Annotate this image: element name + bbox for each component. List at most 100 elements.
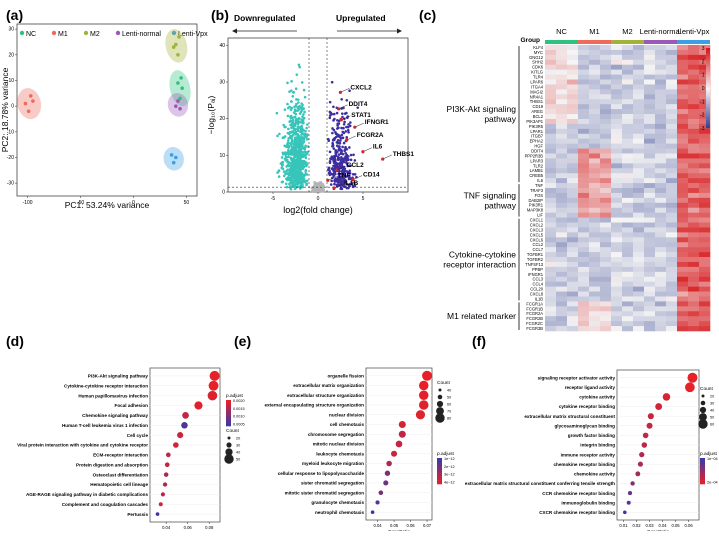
- heatmap-cell: [666, 188, 678, 194]
- color-legend-tick: 2e−12: [444, 465, 455, 469]
- ellipse-m1: [17, 88, 42, 120]
- label-leader-il1b: [334, 183, 344, 188]
- point-down: [293, 179, 297, 182]
- point-down: [299, 106, 303, 110]
- gene-label: TRAF3: [530, 188, 544, 193]
- heatmap-cell: [633, 163, 645, 169]
- heatmap-cell: [611, 212, 623, 218]
- heatmap-cell: [600, 202, 612, 209]
- pathway-label: M1 related marker: [447, 311, 516, 321]
- heatmap-cell: [578, 74, 590, 80]
- point-lenti-normal-1: [178, 106, 182, 111]
- colorbar-segment: [706, 104, 710, 107]
- point-down: [297, 117, 301, 120]
- point-up: [342, 131, 346, 135]
- heatmap-cell: [677, 242, 689, 248]
- point-down: [287, 150, 290, 154]
- heatmap-cell: [644, 168, 656, 174]
- term-dot: [662, 393, 671, 401]
- colorbar-segment: [706, 90, 710, 93]
- point-up: [340, 156, 343, 159]
- heatmap-cell: [600, 64, 612, 70]
- heatmap-cell: [578, 143, 590, 149]
- heatmap-cell: [589, 54, 601, 61]
- heatmap-cell: [611, 64, 623, 70]
- label-leader-thbs1: [383, 154, 392, 159]
- heatmap-cell: [688, 217, 700, 223]
- heatmap-cell: [699, 247, 711, 253]
- term-dot: [155, 512, 160, 516]
- term-label: Pertussis: [127, 512, 148, 517]
- point-down: [286, 168, 289, 171]
- heatmap-cell: [633, 45, 645, 51]
- point-down: [290, 135, 294, 138]
- size-legend-dot: [224, 454, 234, 464]
- point-ns: [314, 184, 317, 187]
- color-legend-segment: [437, 476, 442, 478]
- heatmap-cell: [688, 118, 700, 125]
- heatmap-cell: [633, 153, 645, 159]
- heatmap-cell: [688, 104, 700, 110]
- x-tick-label: 0.07: [423, 523, 432, 528]
- point-up: [342, 184, 346, 187]
- point-down: [303, 147, 307, 151]
- heatmap-cell: [622, 242, 634, 248]
- heatmap-cell: [666, 257, 678, 263]
- heatmap-cell: [699, 94, 711, 100]
- term-label: CXCR chemokine receptor binding: [539, 510, 615, 515]
- heatmap-cell: [567, 74, 579, 80]
- heatmap-cell: [545, 266, 557, 273]
- heatmap-cell: [545, 207, 557, 213]
- term-dot: [646, 422, 653, 429]
- heatmap-cell: [567, 276, 579, 282]
- heatmap-cell: [699, 104, 711, 110]
- volcano-downregulated-label: Downregulated: [234, 13, 295, 23]
- term-label: Hematopoietic cell lineage: [90, 482, 148, 487]
- point-down: [284, 125, 287, 129]
- point-down: [280, 166, 284, 170]
- heatmap-cell: [699, 158, 711, 164]
- color-legend-segment: [700, 468, 705, 470]
- size-legend-tick: 50: [236, 458, 240, 462]
- point-lenti-normal-0: [174, 104, 178, 108]
- heatmap-cell: [633, 123, 645, 130]
- heatmap-cell: [699, 109, 711, 115]
- heatmap-cell: [622, 197, 634, 204]
- heatmap-cell: [611, 94, 623, 100]
- x-tick-label: 5: [362, 196, 365, 202]
- color-legend-tick: 2e−04: [707, 480, 718, 484]
- heatmap-cell: [666, 237, 678, 243]
- colorbar-segment: [706, 112, 710, 115]
- heatmap-cell: [556, 128, 568, 135]
- heatmap-cell: [589, 326, 601, 332]
- heatmap-cell: [578, 45, 590, 51]
- heatmap-cell: [699, 183, 711, 189]
- term-dot: [181, 421, 188, 429]
- heatmap-cell: [655, 281, 667, 287]
- heatmap-cell: [578, 79, 590, 85]
- gene-label-cd14: CD14: [363, 172, 380, 179]
- term-label: Cytokine-cytokine receptor interaction: [64, 383, 148, 388]
- point-ns: [314, 189, 317, 193]
- heatmap-cell: [633, 168, 645, 174]
- heatmap-cell: [633, 148, 645, 154]
- point-down: [299, 162, 302, 166]
- point-down: [286, 114, 290, 118]
- heatmap-cell: [600, 276, 612, 282]
- heatmap-cell: [611, 163, 623, 169]
- heatmap-cell: [567, 207, 579, 213]
- heatmap-cell: [644, 94, 656, 100]
- heatmap-cell: [622, 59, 634, 66]
- heatmap-cell: [666, 74, 678, 80]
- group-name-lenti-normal: Lenti-normal: [640, 27, 682, 36]
- point-up: [346, 125, 350, 129]
- heatmap-cell: [677, 286, 689, 292]
- term-label: Chemokine signaling pathway: [82, 413, 148, 418]
- heatmap-cell: [578, 281, 590, 287]
- term-label: cell chemotaxis: [330, 422, 365, 427]
- heatmap-cell: [556, 197, 568, 204]
- gene-label-il1b: IL1B: [344, 180, 358, 187]
- point-down: [296, 109, 299, 112]
- heatmap-cell: [655, 252, 667, 258]
- heatmap-cell: [600, 222, 612, 228]
